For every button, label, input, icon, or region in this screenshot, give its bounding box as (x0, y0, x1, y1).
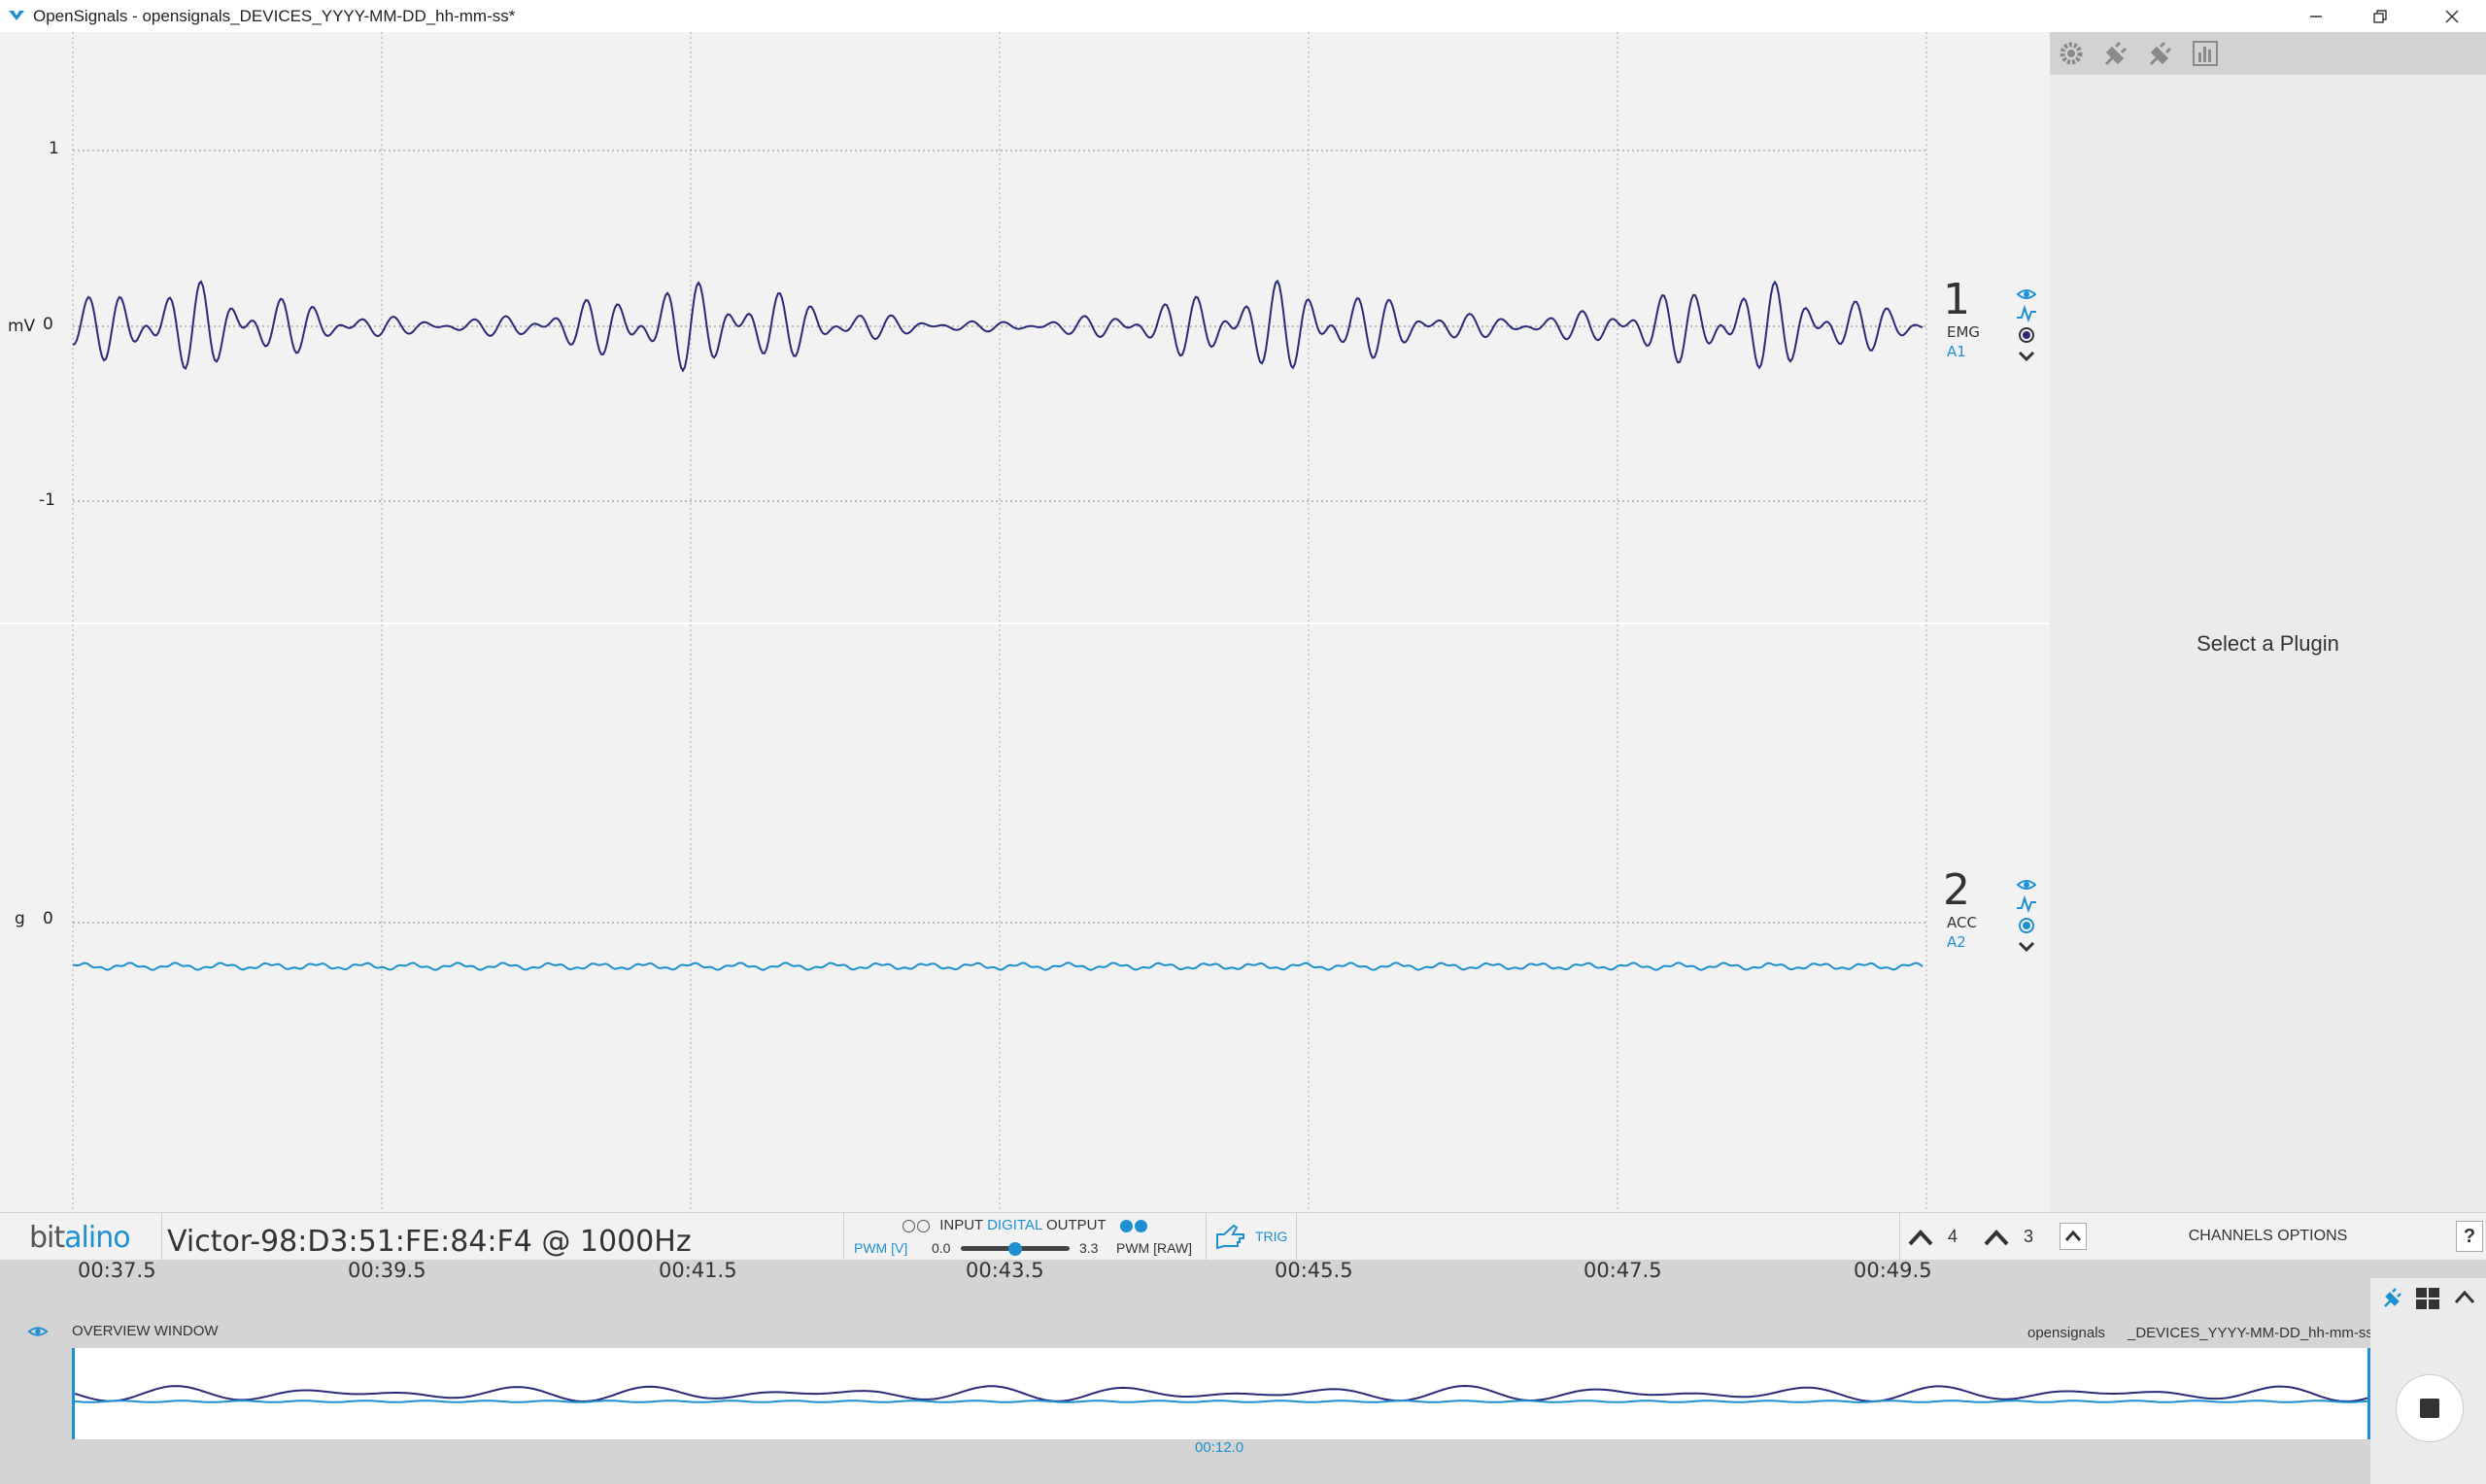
grid-layout-icon[interactable] (2415, 1287, 2440, 1310)
channel-1-port: A1 (1947, 343, 1966, 360)
overview-emg-trace (74, 1384, 2368, 1403)
signal-plot-area[interactable]: 1 mV 0 -1 g 0 1 EMG A1 2 ACC A2 (0, 32, 2050, 1212)
emg-signal-trace (72, 279, 1924, 373)
time-axis: 00:37.5 00:39.5 00:41.5 00:43.5 00:45.5 … (0, 1259, 2486, 1288)
chart-icon[interactable] (2190, 39, 2221, 68)
overview-svg (74, 1384, 2368, 1403)
app-icon (9, 11, 24, 20)
minimize-button[interactable] (2287, 0, 2345, 32)
overview-filename-b: _DEVICES_YYYY-MM-DD_hh-mm-ss (2128, 1325, 2373, 1341)
ch1-unit-label: mV (8, 317, 36, 336)
bitalino-logo: bitalino (29, 1221, 131, 1255)
pwm-slider-thumb[interactable] (1008, 1242, 1022, 1256)
pwm-slider-track[interactable] (961, 1242, 1070, 1256)
pwm-min: 0.0 (932, 1240, 951, 1256)
ch2-ytick-zero: 0 (43, 909, 53, 928)
restore-button[interactable] (2351, 0, 2409, 32)
channel-1-wave-icon[interactable] (2015, 304, 2038, 323)
time-tick: 00:37.5 (78, 1259, 156, 1282)
pwm-v-label[interactable]: PWM [V] (854, 1240, 908, 1256)
scale-separator (1899, 1213, 1900, 1260)
stop-icon (2420, 1399, 2439, 1418)
device-separator (161, 1213, 162, 1260)
trigger-label[interactable]: TRIG (1255, 1229, 1288, 1244)
overview-window-label: OVERVIEW WINDOW (72, 1323, 219, 1339)
device-info: Victor-98:D3:51:FE:84:F4 @ 1000Hz (167, 1225, 692, 1259)
plug-disconnect-icon[interactable] (2145, 39, 2176, 68)
ch1-ytick-top: 1 (49, 139, 59, 158)
channel-2-eye-icon[interactable] (2015, 875, 2038, 894)
time-tick: 00:49.5 (1854, 1259, 1932, 1282)
channel-2-type: ACC (1947, 914, 1977, 931)
output-2-toggle[interactable] (1135, 1219, 1148, 1232)
time-tick: 00:45.5 (1275, 1259, 1353, 1282)
collapse-chevron-up-icon[interactable] (2452, 1287, 2477, 1308)
channel-1-record-icon[interactable] (2015, 325, 2038, 345)
restore-icon (2373, 9, 2387, 23)
channels-options-bar: CHANNELS OPTIONS ? (2050, 1212, 2486, 1260)
ch1-ytick-bottom: -1 (39, 490, 55, 510)
ch2-unit-label: g (15, 909, 25, 928)
channels-options-expand-button[interactable] (2060, 1223, 2087, 1250)
channel-2-wave-icon[interactable] (2015, 894, 2038, 914)
plugin-panel: Select a Plugin (2050, 32, 2486, 1212)
input-2-indicator (916, 1219, 930, 1232)
time-tick: 00:39.5 (348, 1259, 426, 1282)
signal-plot-svg (0, 32, 2050, 1212)
pwm-max: 3.3 (1079, 1240, 1099, 1256)
overview-current-time: 00:12.0 (1195, 1439, 1244, 1456)
title-bar: OpenSignals - opensignals_DEVICES_YYYY-M… (0, 0, 2486, 32)
channel-1-type: EMG (1947, 323, 1981, 341)
device-bar: bitalino Victor-98:D3:51:FE:84:F4 @ 1000… (0, 1212, 2050, 1260)
chevron-up-icon-2[interactable] (1982, 1227, 2011, 1248)
overview-acc-trace (74, 1400, 2368, 1403)
logo-text-b: alino (64, 1221, 130, 1255)
acc-signal-trace (72, 961, 1924, 971)
output-1-toggle[interactable] (1120, 1219, 1134, 1232)
plugin-toolbar (2050, 32, 2486, 75)
trigger-separator (1296, 1213, 1297, 1260)
overview-filename-a: opensignals (2027, 1325, 2106, 1341)
close-icon (2445, 9, 2459, 23)
time-tick: 00:47.5 (1584, 1259, 1662, 1282)
settings-gear-icon[interactable] (2056, 39, 2087, 68)
channel-2-record-icon[interactable] (2015, 916, 2038, 935)
channel-2-chevron-down-icon[interactable] (2015, 937, 2038, 957)
ch1-ytick-zero: 0 (43, 315, 53, 334)
trigger-hand-icon[interactable] (1214, 1223, 1247, 1250)
channel-1-eye-icon[interactable] (2015, 285, 2038, 304)
chevron-up-icon-3 (2064, 1230, 2082, 1241)
scale-up-b-value: 3 (2024, 1227, 2034, 1246)
logo-text-a: bit (29, 1221, 65, 1255)
pwm-row: PWM [V] 0.0 3.3 PWM [RAW] (844, 1238, 1206, 1258)
digital-label: DIGITAL (987, 1217, 1042, 1233)
output-label: OUTPUT (1045, 1217, 1107, 1233)
help-button[interactable]: ? (2456, 1221, 2483, 1252)
close-button[interactable] (2423, 0, 2481, 32)
window-title: OpenSignals - opensignals_DEVICES_YYYY-M… (33, 7, 516, 25)
digital-io-header: INPUT DIGITAL OUTPUT (844, 1217, 1206, 1233)
overview-eye-icon[interactable] (27, 1324, 49, 1339)
input-label: INPUT (939, 1217, 983, 1233)
overview-window[interactable] (72, 1348, 2370, 1439)
channel-2-port: A2 (1947, 933, 1966, 951)
channel-1-number: 1 (1943, 275, 1970, 324)
plug-icon[interactable] (2100, 39, 2131, 68)
minimize-icon (2310, 15, 2322, 17)
channel-2-number: 2 (1943, 865, 1970, 915)
pwm-raw-label[interactable]: PWM [RAW] (1116, 1240, 1193, 1256)
digital-io-panel: INPUT DIGITAL OUTPUT PWM [V] 0.0 3.3 PWM… (843, 1213, 1207, 1260)
channel-1-chevron-down-icon[interactable] (2015, 347, 2038, 366)
input-1-indicator (902, 1219, 915, 1232)
time-tick: 00:41.5 (659, 1259, 737, 1282)
channels-options-label[interactable]: CHANNELS OPTIONS (2188, 1228, 2348, 1244)
time-tick: 00:43.5 (966, 1259, 1044, 1282)
stop-recording-button[interactable] (2396, 1374, 2464, 1442)
scale-up-a-value: 4 (1948, 1227, 1958, 1246)
chevron-up-icon[interactable] (1906, 1227, 1935, 1248)
select-plugin-message: Select a Plugin (2197, 631, 2339, 656)
connect-plug-icon[interactable] (2382, 1286, 2403, 1309)
